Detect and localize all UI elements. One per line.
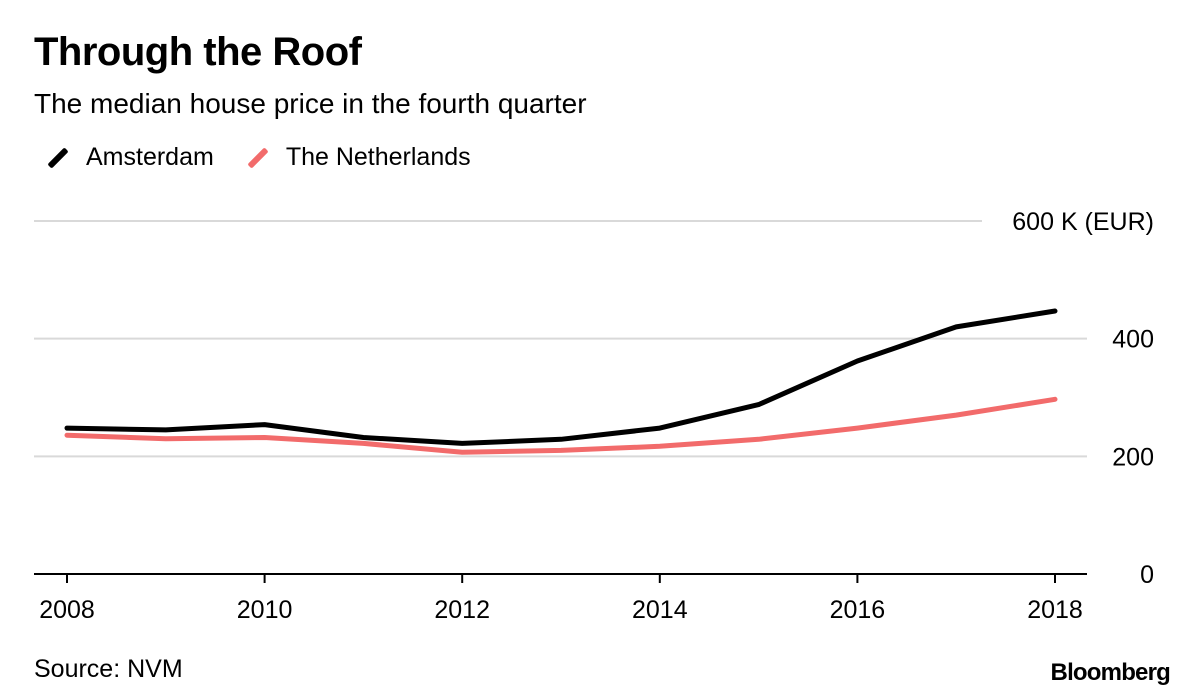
y-tick-label: 200 (1112, 443, 1154, 471)
y-tick-label: 0 (1140, 561, 1154, 589)
chart-title: Through the Roof (34, 30, 362, 74)
legend-label-amsterdam: Amsterdam (86, 143, 214, 171)
brand-logo: Bloomberg (1050, 659, 1171, 686)
legend-item-amsterdam: Amsterdam (46, 143, 214, 172)
y-tick-label: 400 (1112, 326, 1154, 354)
chart-subtitle: The median house price in the fourth qua… (34, 88, 587, 119)
x-tick-label: 2014 (632, 596, 688, 624)
legend-item-netherlands: The Netherlands (246, 143, 471, 172)
x-tick-label: 2012 (434, 596, 490, 624)
x-tick-label: 2010 (237, 596, 293, 624)
source-note: Source: NVM (34, 655, 183, 683)
legend: Amsterdam The Netherlands (46, 143, 503, 172)
legend-label-netherlands: The Netherlands (285, 143, 471, 171)
series-line-the-netherlands (64, 396, 1058, 455)
series-line-amsterdam (64, 308, 1058, 446)
x-tick-label: 2016 (830, 596, 886, 624)
y-tick-label: 600 K (EUR) (1012, 208, 1154, 236)
x-tick-label: 2018 (1027, 596, 1083, 624)
x-tick-label: 2008 (39, 596, 95, 624)
